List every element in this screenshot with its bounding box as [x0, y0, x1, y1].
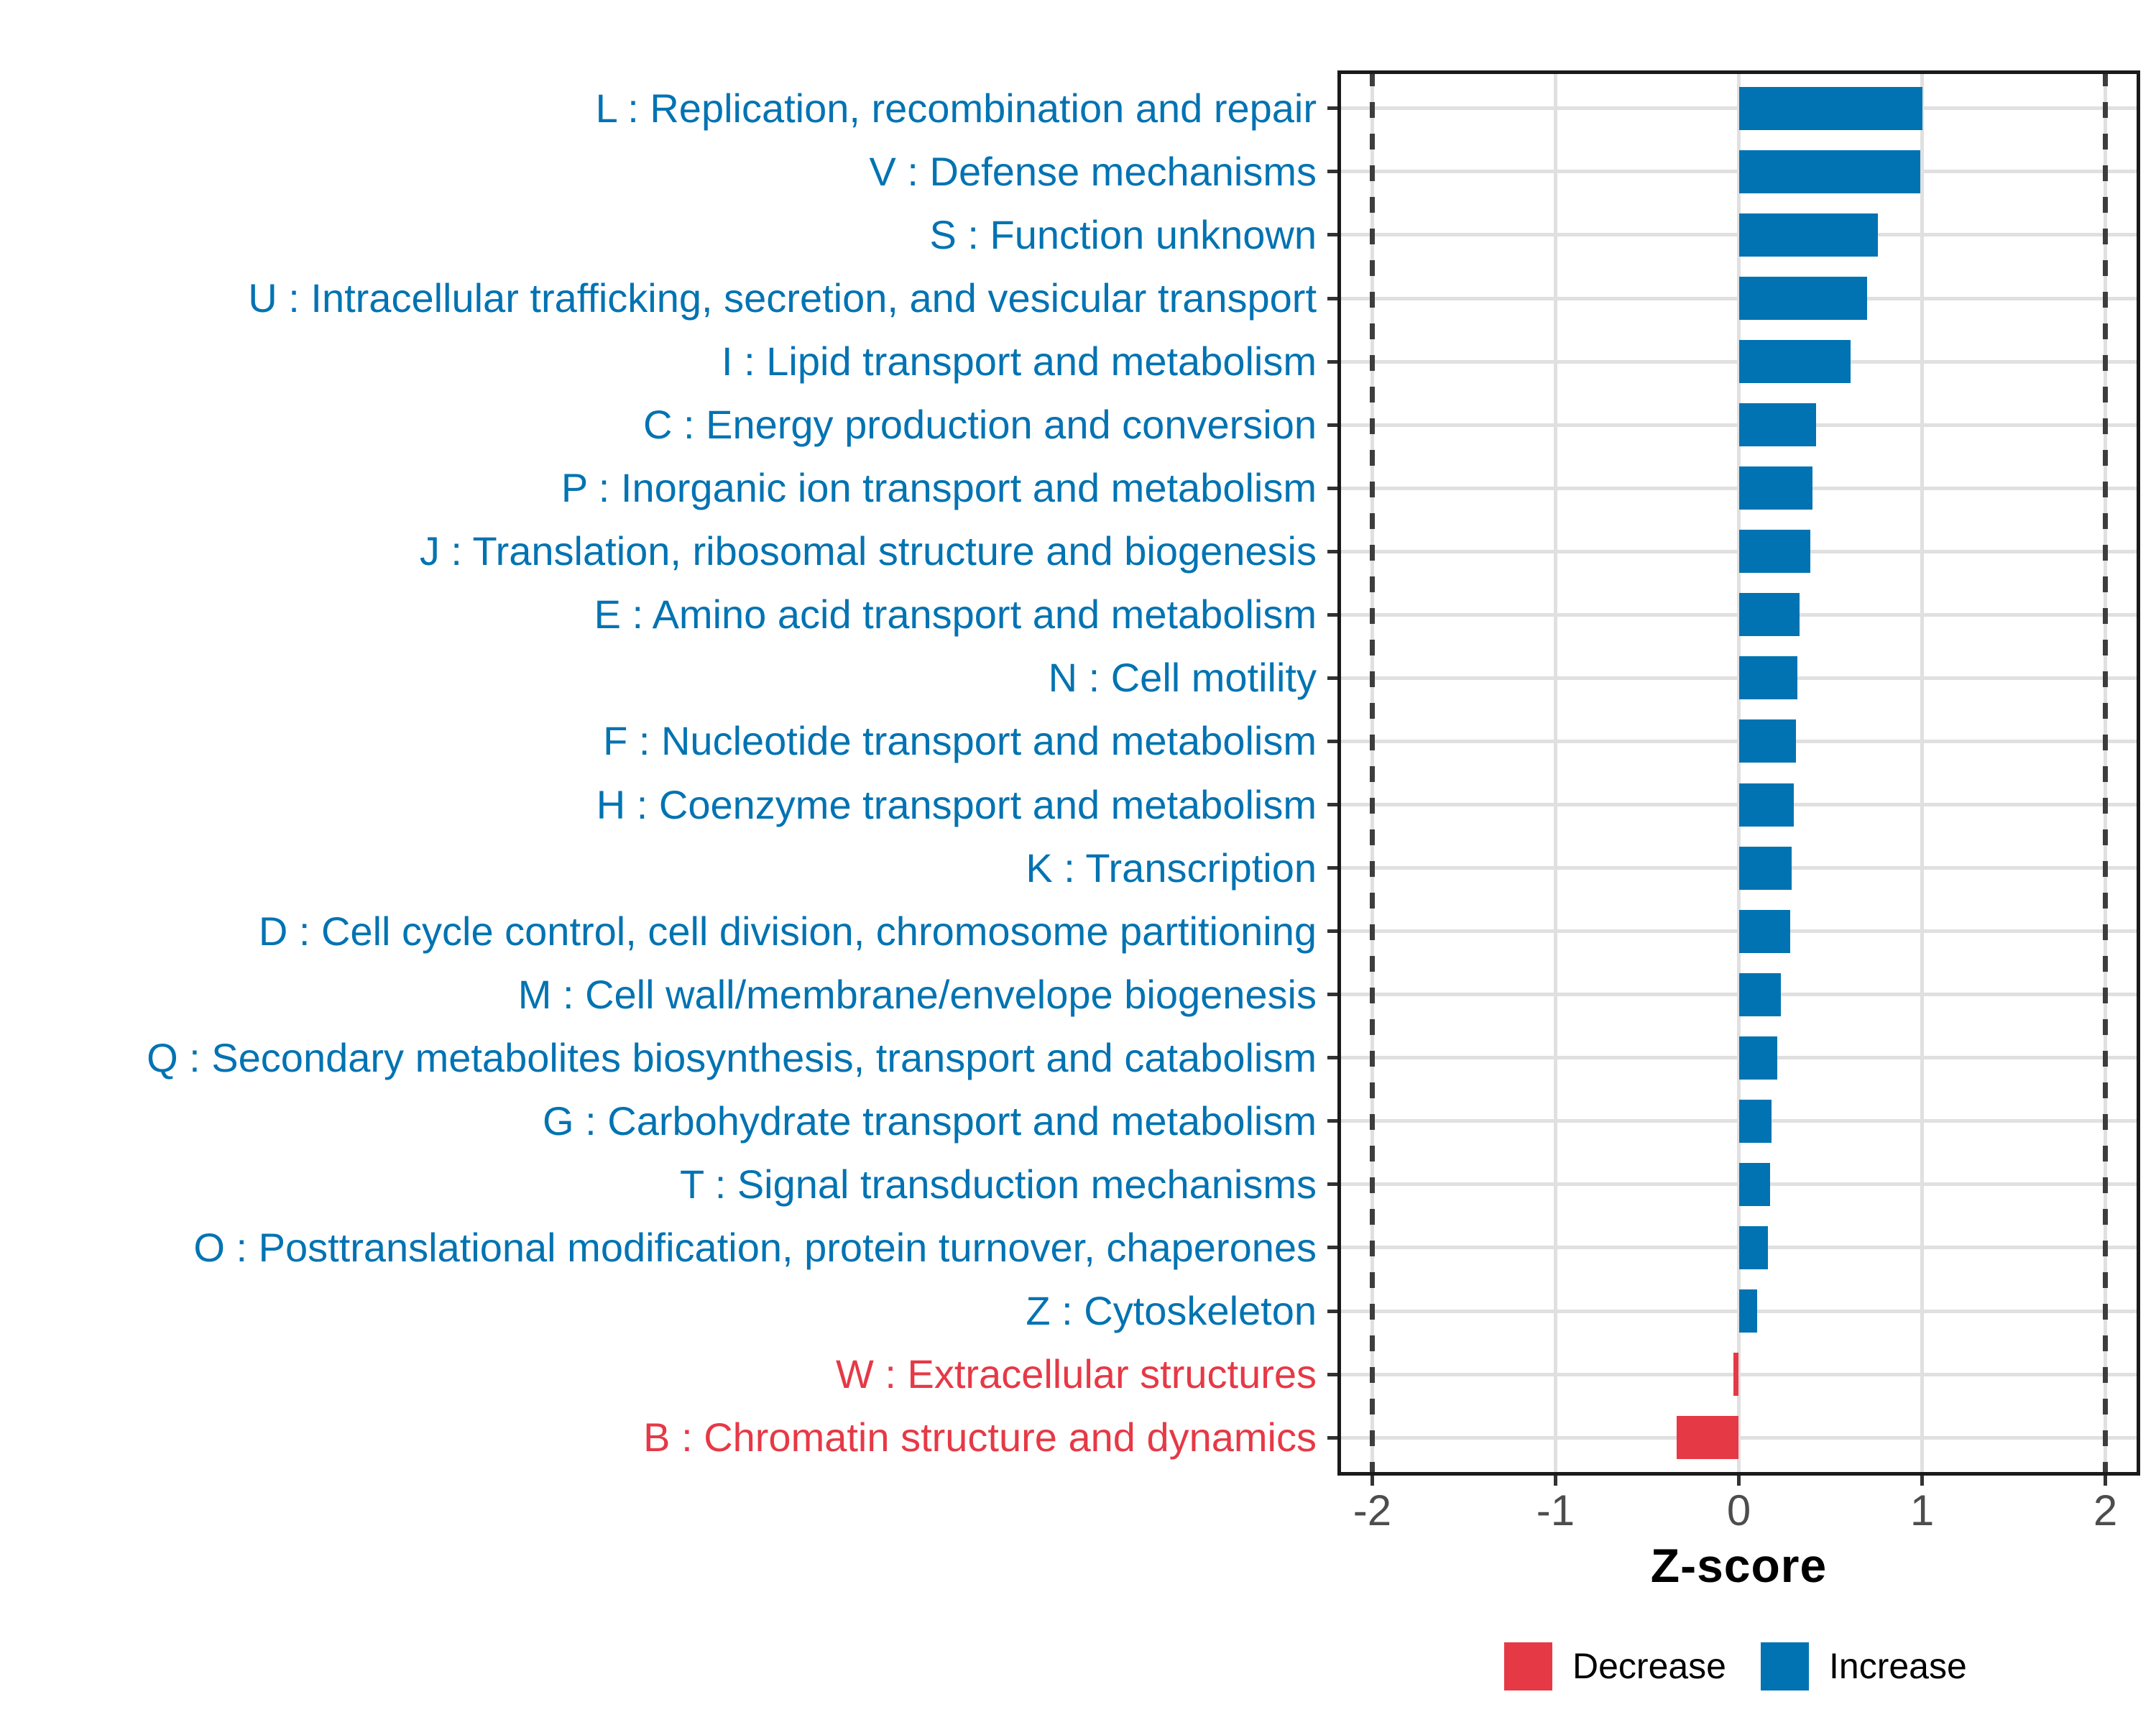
- y-axis-tick: [1327, 803, 1337, 807]
- y-axis-label: E : Amino acid transport and metabolism: [594, 592, 1317, 638]
- bar: [1738, 846, 1792, 890]
- bar: [1738, 719, 1796, 763]
- bar: [1738, 86, 1922, 130]
- x-tick-label: -2: [1353, 1486, 1392, 1535]
- y-axis-label: J : Translation, ribosomal structure and…: [419, 528, 1317, 574]
- y-axis-tick: [1327, 486, 1337, 490]
- y-axis-label: Q : Secondary metabolites biosynthesis, …: [147, 1034, 1317, 1080]
- x-axis-tick: [1737, 1476, 1741, 1486]
- y-axis-label: W : Extracellular structures: [835, 1351, 1317, 1397]
- y-axis-tick: [1327, 1182, 1337, 1187]
- y-axis-label: D : Cell cycle control, cell division, c…: [258, 908, 1317, 954]
- x-axis-tick: [1553, 1476, 1557, 1486]
- y-axis-tick: [1327, 1119, 1337, 1123]
- bar: [1738, 530, 1810, 574]
- y-axis-label: T : Signal transduction mechanisms: [679, 1161, 1317, 1207]
- legend-swatch-increase: [1761, 1642, 1809, 1690]
- dashed-reference-line: [2103, 70, 2109, 1476]
- y-axis-tick: [1327, 359, 1337, 364]
- y-axis-tick: [1327, 549, 1337, 553]
- y-axis-tick: [1327, 1309, 1337, 1313]
- y-axis-label: O : Posttranslational modification, prot…: [193, 1224, 1317, 1270]
- y-axis-tick: [1327, 423, 1337, 427]
- bar: [1738, 340, 1851, 384]
- x-tick-label: -1: [1536, 1486, 1575, 1535]
- y-axis-tick: [1327, 1246, 1337, 1250]
- plot-panel: [1337, 70, 2140, 1476]
- bar: [1738, 1225, 1769, 1269]
- y-axis-label: U : Intracellular trafficking, secretion…: [248, 275, 1317, 321]
- y-axis-label: F : Nucleotide transport and metabolism: [603, 718, 1317, 764]
- y-axis-tick: [1327, 739, 1337, 743]
- dashed-reference-line: [1369, 70, 1375, 1476]
- y-axis-tick: [1327, 1372, 1337, 1376]
- y-axis-label: M : Cell wall/membrane/envelope biogenes…: [517, 971, 1317, 1017]
- bar: [1733, 1353, 1739, 1397]
- y-axis-label: H : Coenzyme transport and metabolism: [596, 781, 1317, 827]
- x-axis-title: Z-score: [1650, 1539, 1828, 1592]
- bar: [1676, 1416, 1739, 1460]
- bar: [1738, 593, 1800, 637]
- bar: [1738, 909, 1790, 953]
- x-axis-tick: [1370, 1476, 1374, 1486]
- y-axis-tick: [1327, 612, 1337, 617]
- y-axis-tick: [1327, 676, 1337, 680]
- bar: [1738, 150, 1920, 193]
- x-axis-tick: [2104, 1476, 2108, 1486]
- x-tick-label: 0: [1726, 1486, 1751, 1535]
- y-axis-tick: [1327, 106, 1337, 111]
- y-axis-label: C : Energy production and conversion: [643, 402, 1317, 448]
- legend-label-decrease: Decrease: [1572, 1646, 1726, 1686]
- y-axis-tick: [1327, 1056, 1337, 1060]
- y-axis-label: B : Chromatin structure and dynamics: [643, 1414, 1317, 1460]
- legend-swatch-decrease: [1504, 1642, 1552, 1690]
- bar: [1738, 1162, 1770, 1206]
- bar: [1738, 1289, 1757, 1333]
- y-axis-label: L : Replication, recombination and repai…: [595, 85, 1317, 131]
- y-axis-tick: [1327, 1435, 1337, 1440]
- y-axis-label: G : Carbohydrate transport and metabolis…: [543, 1098, 1317, 1144]
- bar: [1738, 213, 1879, 257]
- y-axis-label: N : Cell motility: [1048, 655, 1317, 701]
- gridline-vertical: [1737, 70, 1741, 1476]
- y-axis-label: P : Inorganic ion transport and metaboli…: [561, 465, 1317, 511]
- y-axis-tick: [1327, 866, 1337, 870]
- x-axis-tick: [1920, 1476, 1925, 1486]
- bar: [1738, 277, 1868, 321]
- y-axis-label: S : Function unknown: [929, 211, 1317, 257]
- bar: [1738, 783, 1794, 827]
- gridline-vertical: [1553, 70, 1557, 1476]
- bar: [1738, 1036, 1778, 1080]
- x-tick-label: 1: [1909, 1486, 1935, 1535]
- gridline-vertical: [1920, 70, 1925, 1476]
- y-axis-tick: [1327, 233, 1337, 237]
- legend-label-increase: Increase: [1829, 1646, 1967, 1686]
- bar: [1738, 1099, 1772, 1143]
- y-axis-tick: [1327, 296, 1337, 300]
- x-tick-label: 2: [2093, 1486, 2118, 1535]
- y-axis-label: I : Lipid transport and metabolism: [722, 339, 1317, 385]
- y-axis-tick: [1327, 929, 1337, 934]
- y-axis-label: K : Transcription: [1026, 845, 1317, 891]
- y-axis-label: V : Defense mechanisms: [869, 148, 1317, 194]
- bar: [1738, 656, 1798, 700]
- y-axis-label: Z : Cytoskeleton: [1026, 1288, 1317, 1334]
- bar: [1738, 466, 1812, 510]
- y-axis-tick: [1327, 993, 1337, 997]
- y-axis-tick: [1327, 170, 1337, 174]
- bar: [1738, 403, 1816, 447]
- bar: [1738, 972, 1782, 1016]
- legend: Decrease Increase: [1504, 1642, 1967, 1690]
